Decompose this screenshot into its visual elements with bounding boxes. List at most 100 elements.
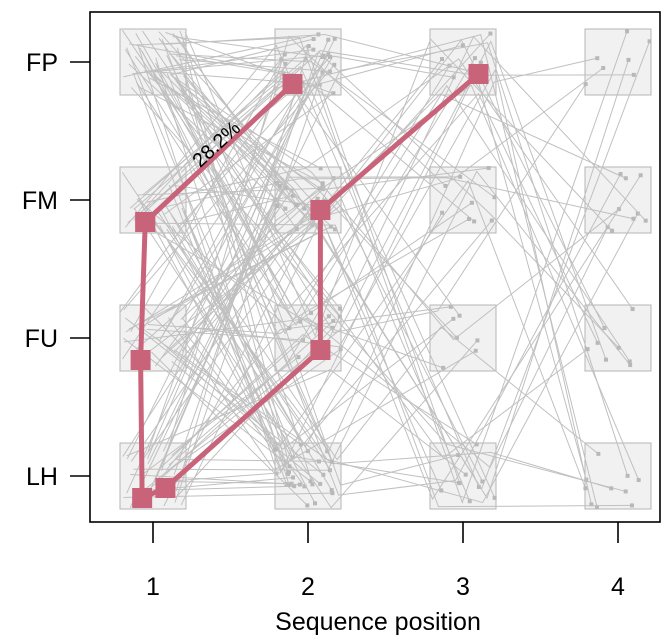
background-sequence-end: [583, 82, 588, 87]
highlighted-sequence-marker: [282, 74, 303, 94]
y-tick-label: FM: [22, 187, 58, 215]
background-sequence-line: [130, 473, 300, 486]
position-box: [429, 304, 497, 372]
background-sequence-end: [596, 451, 601, 456]
highlighted-sequence-marker: [310, 200, 331, 220]
background-sequence-end: [320, 182, 325, 187]
background-sequence-end: [457, 481, 462, 486]
background-sequence-line: [148, 185, 281, 494]
background-sequence-end: [329, 488, 334, 493]
background-sequence-end: [316, 459, 321, 464]
background-sequence-end: [492, 195, 497, 200]
background-sequence-line: [183, 211, 294, 458]
background-sequence-line: [130, 87, 341, 317]
background-sequence-line: [126, 38, 336, 460]
background-sequence-end: [480, 479, 485, 484]
background-sequence-end: [631, 216, 636, 221]
background-sequence-end: [441, 365, 446, 370]
background-sequence-end: [297, 482, 302, 487]
background-sequence-end: [623, 489, 628, 494]
position-box: [584, 304, 652, 372]
background-sequence-end: [326, 37, 331, 42]
background-sequence-end: [628, 363, 633, 368]
background-sequence-end: [338, 306, 343, 311]
background-sequence-line: [158, 31, 325, 215]
background-sequence-end: [488, 31, 493, 36]
background-sequence-end: [602, 326, 607, 331]
y-axis: LH FU FM FP: [22, 49, 90, 491]
background-sequence-end: [457, 313, 462, 318]
background-sequence-end: [331, 319, 336, 324]
background-sequence-end: [440, 57, 445, 62]
background-sequence-end: [318, 481, 323, 486]
background-sequence-end: [311, 37, 316, 42]
background-sequence-end: [273, 447, 278, 452]
background-sequence-end: [609, 486, 614, 491]
background-sequence-end: [306, 44, 311, 49]
background-sequence-end: [627, 359, 632, 364]
background-sequence-end: [330, 325, 335, 330]
background-sequence-end: [294, 202, 299, 207]
background-sequence-end: [473, 348, 478, 353]
background-sequence-end: [595, 56, 600, 61]
background-sequence-line: [133, 207, 478, 509]
background-sequence-line: [124, 317, 324, 476]
background-sequence-line: [173, 184, 318, 207]
background-sequence-end: [291, 475, 296, 480]
background-sequence-end: [476, 484, 481, 489]
background-sequence-end: [618, 172, 623, 177]
background-sequence-line: [155, 62, 301, 322]
background-sequence-end: [458, 174, 463, 179]
background-sequence-end: [328, 224, 333, 229]
background-sequence-end: [318, 166, 323, 171]
background-sequence-line: [142, 30, 588, 459]
background-sequence-line: [162, 177, 634, 220]
background-sequence-line: [179, 59, 330, 73]
background-sequence-line: [143, 67, 604, 459]
background-sequence-line: [183, 75, 313, 226]
y-tick-label: FP: [26, 49, 58, 77]
background-sequence-line: [125, 93, 627, 333]
background-sequence-line: [120, 79, 291, 313]
background-sequence-line: [128, 174, 642, 501]
background-sequence-line: [158, 55, 454, 342]
y-tick-label: LH: [26, 463, 58, 491]
background-sequence-end: [583, 486, 588, 491]
x-tick-label: 2: [301, 573, 315, 601]
background-sequence-line: [166, 54, 599, 344]
background-sequence-end: [492, 495, 497, 500]
x-tick-label: 3: [456, 573, 470, 601]
background-sequence-end: [589, 502, 594, 507]
background-sequence-end: [292, 484, 297, 489]
background-sequence-line: [177, 56, 331, 229]
background-sequence-end: [585, 347, 590, 352]
background-sequence-line: [123, 337, 311, 482]
background-sequence-end: [300, 338, 305, 343]
background-sequence-end: [630, 307, 635, 312]
background-sequence-line: [144, 222, 632, 508]
background-sequence-line: [168, 200, 325, 351]
background-sequence-end: [626, 57, 631, 62]
background-sequence-end: [302, 206, 307, 211]
background-sequence-line: [175, 55, 460, 316]
background-sequence-line: [133, 65, 496, 499]
background-sequence-line: [121, 171, 443, 448]
background-sequence-end: [629, 503, 634, 508]
background-sequence-line: [173, 50, 620, 475]
background-sequence-end: [317, 186, 322, 191]
background-sequence-end: [440, 210, 445, 215]
background-sequence-line: [133, 59, 282, 221]
highlighted-sequence-marker: [310, 340, 331, 360]
background-sequence-line: [181, 83, 587, 334]
plot-frame: [89, 11, 661, 523]
background-sequence-line: [172, 38, 314, 75]
background-sequence-end: [469, 200, 474, 205]
background-sequence-end: [631, 72, 636, 77]
highlighted-sequence-marker: [135, 212, 156, 232]
background-sequence-line: [172, 56, 278, 184]
background-sequence-end: [283, 206, 288, 211]
background-sequence-end: [643, 218, 648, 223]
background-sequence-line: [144, 179, 586, 489]
background-sequence-end: [489, 218, 494, 223]
background-sequence-end: [448, 304, 453, 309]
